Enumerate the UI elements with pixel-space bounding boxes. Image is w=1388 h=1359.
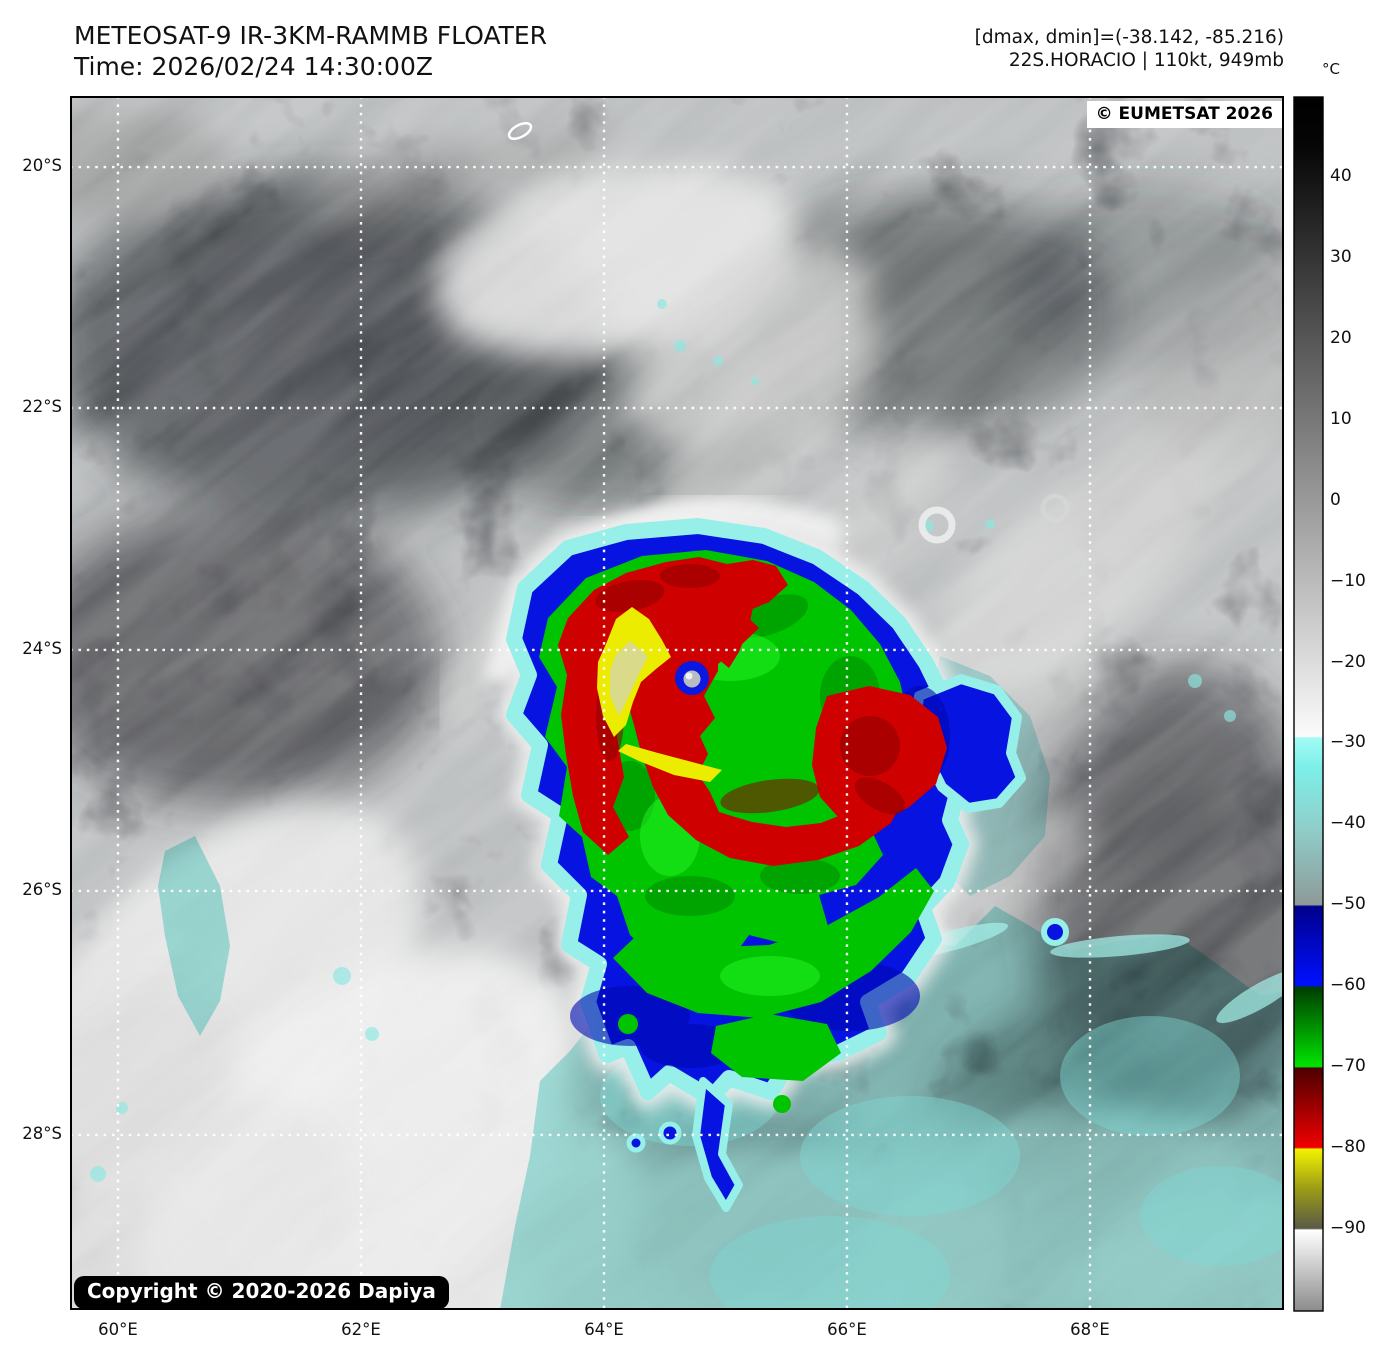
- longitude-tick-label: 62°E: [341, 1320, 381, 1339]
- longitude-tick-label: 66°E: [827, 1320, 867, 1339]
- colorbar-tick-label: −60: [1330, 975, 1366, 996]
- satellite-map: © EUMETSAT 2026 Copyright © 2020-2026 Da…: [70, 96, 1284, 1310]
- colorbar-tick-label: 40: [1330, 165, 1352, 186]
- colorbar-tick-label: 30: [1330, 246, 1352, 267]
- colorbar-tick-label: −50: [1330, 894, 1366, 915]
- longitude-tick-label: 68°E: [1070, 1320, 1110, 1339]
- colorbar-tick-label: −40: [1330, 813, 1366, 834]
- colorbar-gradient: [1293, 96, 1324, 1312]
- colorbar-tick-label: −10: [1330, 570, 1366, 591]
- cyclone-eye: [675, 661, 709, 695]
- ring-cloud-2: [1040, 493, 1070, 523]
- colorbar-unit-label: °C: [1322, 60, 1340, 78]
- colorbar-tick-label: 20: [1330, 327, 1352, 348]
- colorbar-tick-label: −80: [1330, 1137, 1366, 1158]
- latitude-tick-label: 28°S: [22, 1123, 62, 1143]
- product-title: METEOSAT-9 IR-3KM-RAMMB FLOATER: [74, 21, 548, 50]
- latitude-tick-label: 20°S: [22, 156, 62, 176]
- colorbar-tick-label: −30: [1330, 732, 1366, 753]
- title-block: METEOSAT-9 IR-3KM-RAMMB FLOATER Time: 20…: [74, 20, 547, 82]
- satellite-image: [70, 96, 1284, 1310]
- ring-cloud: [918, 506, 956, 544]
- colorbar-tick-label: −20: [1330, 651, 1366, 672]
- colorbar-tick-label: −70: [1330, 1056, 1366, 1077]
- longitude-tick-label: 64°E: [584, 1320, 624, 1339]
- copyright-badge: Copyright © 2020-2026 Dapiya: [74, 1276, 449, 1309]
- longitude-tick-label: 60°E: [98, 1320, 138, 1339]
- latitude-tick-label: 22°S: [22, 396, 62, 416]
- dminmax-readout: [dmax, dmin]=(-38.142, -85.216): [974, 27, 1284, 48]
- product-time: Time: 2026/02/24 14:30:00Z: [74, 52, 433, 81]
- graticule: [70, 96, 1284, 1310]
- eumetsat-badge: © EUMETSAT 2026: [1086, 101, 1282, 128]
- colorbar-tick-label: −90: [1330, 1218, 1366, 1239]
- latitude-tick-label: 24°S: [22, 638, 62, 658]
- yellow-band: [597, 607, 722, 782]
- island-outline: [507, 122, 533, 140]
- colorbar-tick-label: 0: [1330, 489, 1341, 510]
- storm-readout: 22S.HORACIO | 110kt, 949mb: [1008, 50, 1284, 71]
- colorbar: [1293, 96, 1324, 1312]
- cyclone-core: [497, 509, 1069, 1212]
- latitude-tick-label: 26°S: [22, 879, 62, 899]
- colorbar-tick-label: 10: [1330, 408, 1352, 429]
- info-block: [dmax, dmin]=(-38.142, -85.216) 22S.HORA…: [975, 26, 1284, 72]
- cyan-cold-overlay: [90, 299, 1284, 1310]
